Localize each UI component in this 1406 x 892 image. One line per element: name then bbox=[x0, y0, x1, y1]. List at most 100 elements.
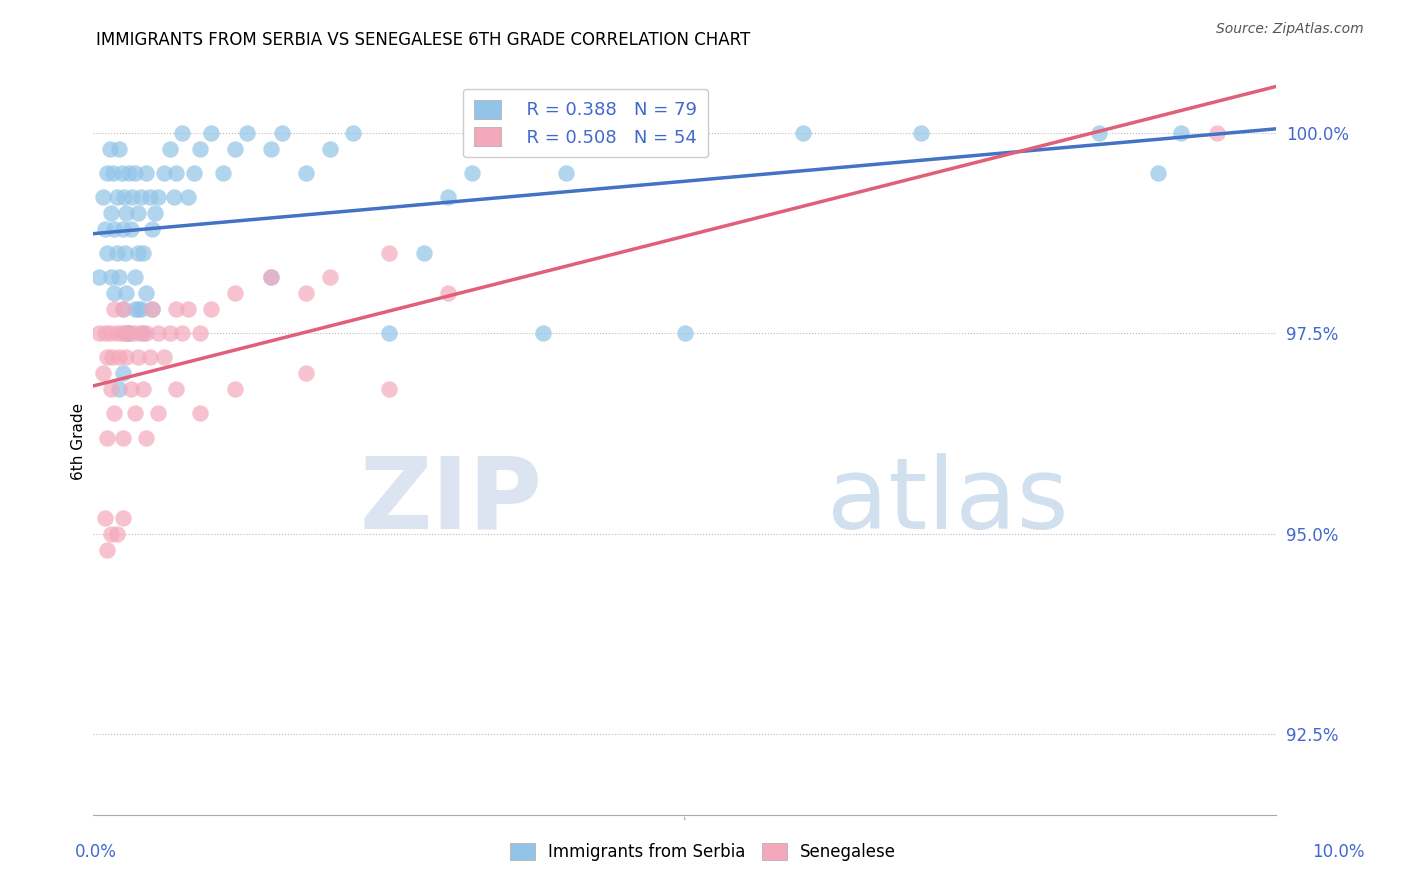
Point bbox=[111, 367, 134, 381]
Point bbox=[153, 166, 176, 180]
Point bbox=[319, 270, 342, 285]
Point bbox=[96, 431, 118, 445]
Point bbox=[87, 270, 110, 285]
Point bbox=[148, 326, 170, 341]
Point bbox=[188, 407, 211, 421]
Point bbox=[129, 190, 152, 204]
Point bbox=[259, 270, 281, 285]
Point bbox=[159, 142, 181, 156]
Point bbox=[139, 190, 162, 204]
Point bbox=[135, 286, 157, 301]
Point bbox=[108, 383, 131, 397]
Point bbox=[111, 302, 134, 317]
Point bbox=[103, 407, 125, 421]
Point bbox=[496, 142, 519, 156]
Point bbox=[295, 166, 318, 180]
Point bbox=[378, 326, 401, 341]
Point bbox=[94, 326, 117, 341]
Point bbox=[129, 302, 152, 317]
Text: IMMIGRANTS FROM SERBIA VS SENEGALESE 6TH GRADE CORRELATION CHART: IMMIGRANTS FROM SERBIA VS SENEGALESE 6TH… bbox=[96, 31, 749, 49]
Point bbox=[461, 166, 484, 180]
Point bbox=[127, 302, 149, 317]
Point bbox=[115, 351, 138, 365]
Point bbox=[135, 431, 157, 445]
Point bbox=[124, 302, 146, 317]
Point bbox=[96, 351, 118, 365]
Point bbox=[98, 326, 121, 341]
Point bbox=[103, 166, 125, 180]
Point bbox=[115, 286, 138, 301]
Point bbox=[121, 190, 143, 204]
Point bbox=[141, 302, 163, 317]
Point bbox=[141, 222, 163, 236]
Point bbox=[100, 270, 122, 285]
Point bbox=[1146, 166, 1168, 180]
Point bbox=[188, 326, 211, 341]
Point bbox=[236, 126, 259, 140]
Point bbox=[673, 326, 696, 341]
Point bbox=[165, 166, 187, 180]
Point bbox=[437, 286, 460, 301]
Point bbox=[1206, 126, 1229, 140]
Y-axis label: 6th Grade: 6th Grade bbox=[72, 403, 86, 480]
Point bbox=[378, 383, 401, 397]
Point bbox=[183, 166, 205, 180]
Point bbox=[105, 190, 128, 204]
Text: 10.0%: 10.0% bbox=[1312, 843, 1365, 861]
Point bbox=[132, 383, 155, 397]
Point bbox=[114, 326, 136, 341]
Point bbox=[177, 302, 200, 317]
Point bbox=[135, 166, 157, 180]
Point bbox=[96, 542, 118, 557]
Point bbox=[124, 407, 146, 421]
Text: ZIP: ZIP bbox=[360, 453, 543, 549]
Point bbox=[120, 383, 142, 397]
Point bbox=[555, 166, 578, 180]
Point bbox=[413, 246, 436, 260]
Text: Source: ZipAtlas.com: Source: ZipAtlas.com bbox=[1216, 22, 1364, 37]
Point bbox=[105, 246, 128, 260]
Point bbox=[295, 286, 318, 301]
Point bbox=[159, 326, 181, 341]
Point bbox=[259, 142, 281, 156]
Point bbox=[124, 326, 146, 341]
Point bbox=[118, 166, 141, 180]
Point bbox=[111, 302, 134, 317]
Legend:   R = 0.388   N = 79,   R = 0.508   N = 54: R = 0.388 N = 79, R = 0.508 N = 54 bbox=[463, 88, 709, 157]
Point bbox=[177, 190, 200, 204]
Point bbox=[124, 166, 146, 180]
Point bbox=[200, 302, 222, 317]
Point bbox=[127, 206, 149, 220]
Point bbox=[200, 126, 222, 140]
Point bbox=[100, 206, 122, 220]
Point bbox=[170, 126, 193, 140]
Point bbox=[910, 126, 932, 140]
Point bbox=[87, 326, 110, 341]
Point bbox=[342, 126, 364, 140]
Point bbox=[114, 246, 136, 260]
Point bbox=[141, 302, 163, 317]
Point bbox=[108, 270, 131, 285]
Point bbox=[132, 246, 155, 260]
Point bbox=[96, 246, 118, 260]
Point bbox=[118, 326, 141, 341]
Point bbox=[319, 142, 342, 156]
Text: 0.0%: 0.0% bbox=[75, 843, 117, 861]
Point bbox=[110, 166, 132, 180]
Point bbox=[96, 166, 118, 180]
Point bbox=[224, 142, 246, 156]
Point bbox=[224, 286, 246, 301]
Point bbox=[212, 166, 235, 180]
Point bbox=[118, 326, 141, 341]
Point bbox=[111, 510, 134, 524]
Point bbox=[224, 383, 246, 397]
Point bbox=[139, 351, 162, 365]
Point bbox=[259, 270, 281, 285]
Point bbox=[108, 351, 131, 365]
Point bbox=[112, 190, 135, 204]
Point bbox=[614, 142, 637, 156]
Point bbox=[1170, 126, 1192, 140]
Point bbox=[148, 190, 170, 204]
Point bbox=[132, 326, 155, 341]
Point bbox=[165, 383, 187, 397]
